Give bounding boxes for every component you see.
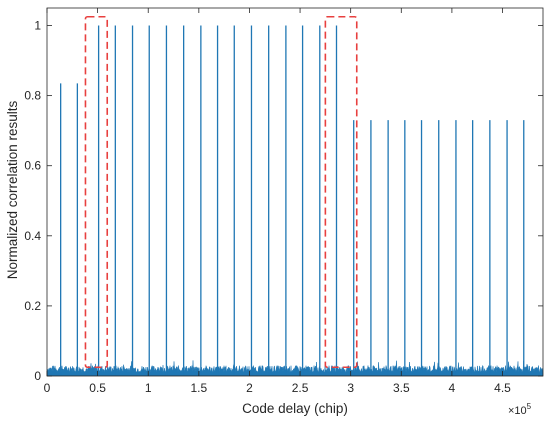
x-tick-label: 4 [449, 381, 456, 395]
y-axis-title: Normalized correlation results [5, 100, 20, 279]
x-exponent-power: 5 [527, 402, 532, 411]
x-tick-label: 3 [347, 381, 354, 395]
x-tick-label: 4.5 [494, 381, 511, 395]
x-tick-label: 1 [145, 381, 152, 395]
y-tick-label: 1 [34, 19, 41, 33]
y-tick-label: 0.4 [24, 229, 41, 243]
x-tick-label: 3.5 [393, 381, 410, 395]
noise-floor [47, 360, 543, 376]
x-tick-label: 0.5 [89, 381, 106, 395]
y-tick-label: 0 [34, 369, 41, 383]
x-tick-label: 0 [44, 381, 51, 395]
axes-frame [46, 7, 544, 377]
y-tick-label: 0.6 [24, 159, 41, 173]
y-tick-label: 0.8 [24, 89, 41, 103]
highlight-box-1 [84, 15, 109, 369]
highlight-boxes [84, 15, 358, 369]
x-tick-label: 2.5 [292, 381, 309, 395]
highlight-box-2 [324, 15, 358, 369]
x-exponent-base: ×10 [508, 405, 527, 417]
x-axis-title: Code delay (chip) [242, 401, 348, 416]
x-axis-exponent: ×105 [508, 402, 532, 417]
x-tick-label: 1.5 [190, 381, 207, 395]
x-tick-label: 2 [246, 381, 253, 395]
plot-area [47, 25, 543, 376]
axes: 0 0.5 1 1.5 2 2.5 3 3.5 4 4.5 0 0.2 0.4 0.6 0.8 1 [24, 7, 544, 395]
y-tick-label: 0.2 [24, 299, 41, 313]
